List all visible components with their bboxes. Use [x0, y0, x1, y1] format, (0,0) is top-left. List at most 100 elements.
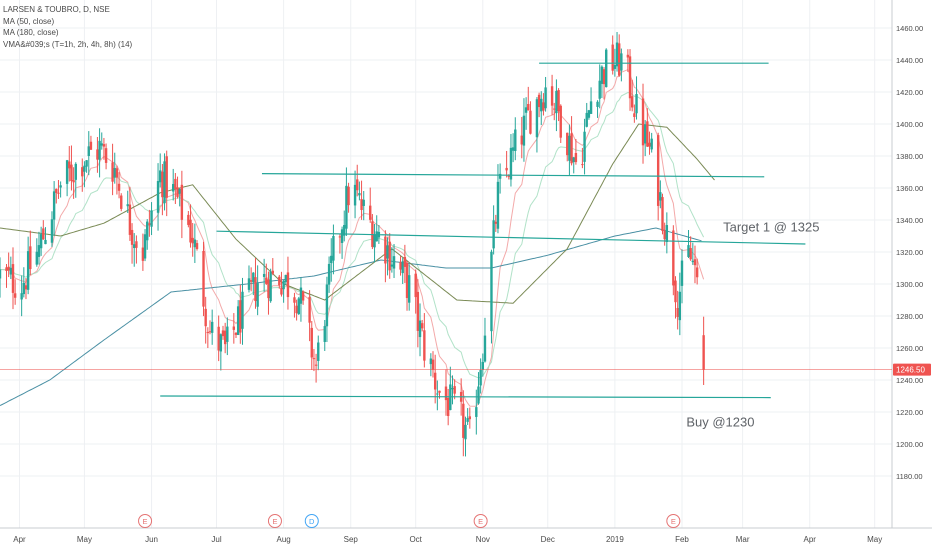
event-marker[interactable]: E: [666, 514, 681, 528]
candle: [418, 303, 422, 357]
candle: [559, 104, 562, 143]
candle-body: [540, 98, 543, 112]
candle: [50, 211, 54, 247]
candle: [678, 272, 682, 336]
candle: [373, 224, 376, 263]
candle: [602, 67, 606, 100]
ma50-line: [0, 123, 715, 304]
candle: [172, 168, 175, 201]
candle-body: [332, 235, 335, 261]
candle-body: [464, 424, 467, 440]
candle-body: [195, 243, 199, 249]
candle-body: [566, 132, 569, 156]
candle-body: [581, 164, 584, 166]
candle: [446, 388, 450, 426]
event-marker-circle: [304, 514, 319, 528]
candle-body: [180, 184, 184, 220]
time-tick-label: Sep: [344, 535, 359, 544]
candle: [178, 188, 181, 207]
candle-body: [204, 308, 207, 327]
candle: [466, 408, 469, 426]
candle: [438, 390, 441, 399]
price-tick-label: 1300.00: [896, 280, 923, 289]
event-marker-circle: [267, 514, 282, 528]
candle: [204, 296, 207, 344]
candle-body: [104, 148, 108, 163]
candle: [44, 227, 47, 245]
candle: [431, 351, 435, 378]
candle: [468, 407, 472, 429]
candle-body: [663, 230, 666, 240]
candle-body: [340, 229, 344, 243]
candle: [343, 210, 346, 242]
candle-body: [39, 234, 43, 249]
candle-body: [44, 239, 47, 245]
time-tick-label: Jun: [145, 535, 158, 544]
candle-body: [373, 234, 376, 248]
candle: [581, 147, 584, 169]
event-marker[interactable]: D: [304, 514, 319, 528]
candle-body: [544, 87, 547, 109]
event-marker[interactable]: E: [473, 514, 488, 528]
candle: [386, 237, 389, 276]
candle: [42, 220, 45, 240]
ma50-legend: MA (50, close): [3, 16, 55, 26]
candle: [498, 163, 502, 194]
candle: [102, 137, 106, 160]
candle: [87, 131, 90, 176]
event-marker[interactable]: E: [138, 514, 153, 528]
candle-body: [24, 285, 28, 290]
candle-body: [282, 280, 285, 290]
candle: [5, 264, 8, 288]
candle: [100, 132, 103, 150]
candle-body: [375, 231, 378, 242]
candle: [269, 268, 272, 303]
candle: [509, 134, 513, 187]
candle-body: [202, 250, 205, 307]
candle-body: [431, 359, 435, 370]
time-tick-label: Feb: [675, 535, 689, 544]
candle-body: [628, 56, 632, 99]
last-price-label-bg: [893, 363, 931, 376]
candle-body: [293, 297, 296, 303]
candle: [295, 299, 298, 321]
candle-body: [618, 43, 621, 76]
candle: [128, 186, 132, 241]
candle: [384, 230, 387, 283]
candle-body: [356, 179, 359, 191]
candle: [330, 238, 333, 282]
event-marker[interactable]: E: [267, 514, 282, 528]
candle: [390, 247, 394, 273]
candle-body: [301, 291, 305, 301]
candle-body: [626, 54, 630, 58]
candle-body: [661, 197, 664, 231]
candle: [256, 265, 259, 316]
candle-body: [691, 260, 695, 263]
candle: [113, 152, 116, 184]
candle-body: [401, 261, 404, 274]
candle-body: [605, 49, 608, 88]
candle-body: [312, 358, 316, 360]
candle-body: [602, 69, 606, 85]
price-tick-label: 1360.00: [896, 184, 923, 193]
candle: [483, 317, 487, 363]
candle: [130, 223, 134, 264]
candle: [585, 102, 588, 128]
candle: [20, 275, 23, 317]
candle: [226, 317, 229, 356]
candle: [317, 335, 320, 371]
time-tick-label: Nov: [476, 535, 490, 544]
candle: [648, 131, 651, 155]
candle-body: [146, 221, 149, 241]
candle: [553, 102, 556, 121]
candle-body: [284, 274, 287, 283]
candle: [323, 319, 326, 352]
candle: [191, 222, 194, 257]
candle-body: [483, 335, 487, 362]
time-tick-label: Jul: [211, 535, 221, 544]
candle: [362, 190, 365, 221]
candle-body: [481, 361, 485, 370]
candle-body: [11, 264, 15, 293]
candle: [403, 244, 407, 284]
